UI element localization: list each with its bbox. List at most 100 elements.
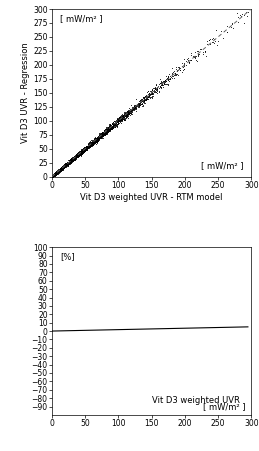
Point xyxy=(85,321,89,328)
Point xyxy=(81,335,85,342)
Point xyxy=(53,170,57,178)
Point xyxy=(59,165,63,172)
Point xyxy=(67,323,71,331)
Point xyxy=(57,343,62,350)
Point xyxy=(149,90,153,97)
Point xyxy=(56,167,60,175)
Point xyxy=(67,159,71,166)
Point xyxy=(87,142,91,149)
Point xyxy=(66,160,70,167)
Point xyxy=(121,112,125,120)
Point xyxy=(163,78,167,85)
Point xyxy=(75,337,79,344)
Point xyxy=(116,119,120,126)
Point xyxy=(51,173,55,180)
Point xyxy=(83,145,87,152)
Point xyxy=(82,145,87,152)
Point xyxy=(59,346,63,353)
Point xyxy=(55,167,60,175)
Point xyxy=(60,166,64,174)
Point xyxy=(52,172,56,179)
Point xyxy=(52,295,56,302)
Point xyxy=(58,335,62,342)
Point xyxy=(123,111,127,119)
Point xyxy=(59,313,63,321)
Point xyxy=(56,167,60,175)
Point xyxy=(71,332,75,340)
Point xyxy=(54,327,58,334)
Point xyxy=(52,170,56,178)
Point xyxy=(230,19,234,27)
Point xyxy=(61,165,65,172)
Point xyxy=(68,321,72,328)
Point xyxy=(86,332,90,339)
Point xyxy=(98,322,103,329)
Point xyxy=(69,324,73,331)
Point xyxy=(51,244,55,252)
Point xyxy=(90,140,95,147)
Point xyxy=(175,70,179,78)
Point xyxy=(108,324,112,331)
Point xyxy=(76,152,81,159)
Point xyxy=(83,145,87,152)
Point xyxy=(83,311,87,318)
Point xyxy=(70,157,74,165)
Point xyxy=(114,120,118,128)
Point xyxy=(57,303,62,310)
Point xyxy=(65,159,69,166)
Point xyxy=(127,110,131,118)
Point xyxy=(59,348,63,355)
Point xyxy=(80,327,84,335)
Point xyxy=(102,129,106,137)
Point xyxy=(57,167,61,174)
Point xyxy=(66,318,70,325)
Point xyxy=(54,296,58,303)
Point xyxy=(110,119,114,126)
Point xyxy=(51,338,55,345)
Point xyxy=(97,133,101,140)
Point xyxy=(57,289,61,296)
Point xyxy=(86,141,90,148)
Point xyxy=(91,138,96,146)
Point xyxy=(118,114,122,121)
Point xyxy=(85,322,89,329)
Point xyxy=(71,156,75,163)
Point xyxy=(51,251,55,258)
Point xyxy=(71,317,75,324)
Point xyxy=(52,171,56,179)
Point xyxy=(78,331,82,338)
Point xyxy=(134,104,138,111)
Point xyxy=(76,151,80,158)
Point xyxy=(110,333,114,340)
Point xyxy=(62,163,66,170)
Point xyxy=(74,153,78,161)
Point xyxy=(52,350,56,357)
Point xyxy=(68,157,72,165)
Point xyxy=(83,147,87,154)
Point xyxy=(74,324,78,331)
Point xyxy=(63,162,67,170)
Point xyxy=(59,166,63,173)
Point xyxy=(52,171,56,179)
Point xyxy=(52,172,56,179)
Point xyxy=(88,331,92,338)
Point xyxy=(84,143,88,151)
Point xyxy=(54,171,58,179)
Point xyxy=(80,327,84,334)
Point xyxy=(50,345,54,352)
Point xyxy=(68,339,72,346)
Point xyxy=(54,170,58,177)
Point xyxy=(61,321,65,328)
Point xyxy=(50,173,54,180)
Point xyxy=(130,325,134,332)
Point xyxy=(64,313,68,321)
Point xyxy=(74,313,78,321)
Point xyxy=(53,330,57,337)
Point xyxy=(51,358,55,365)
Point xyxy=(57,326,61,333)
Point xyxy=(58,167,62,175)
Point xyxy=(67,322,71,330)
Point xyxy=(101,328,105,336)
Point xyxy=(68,312,73,319)
Point xyxy=(61,162,65,169)
